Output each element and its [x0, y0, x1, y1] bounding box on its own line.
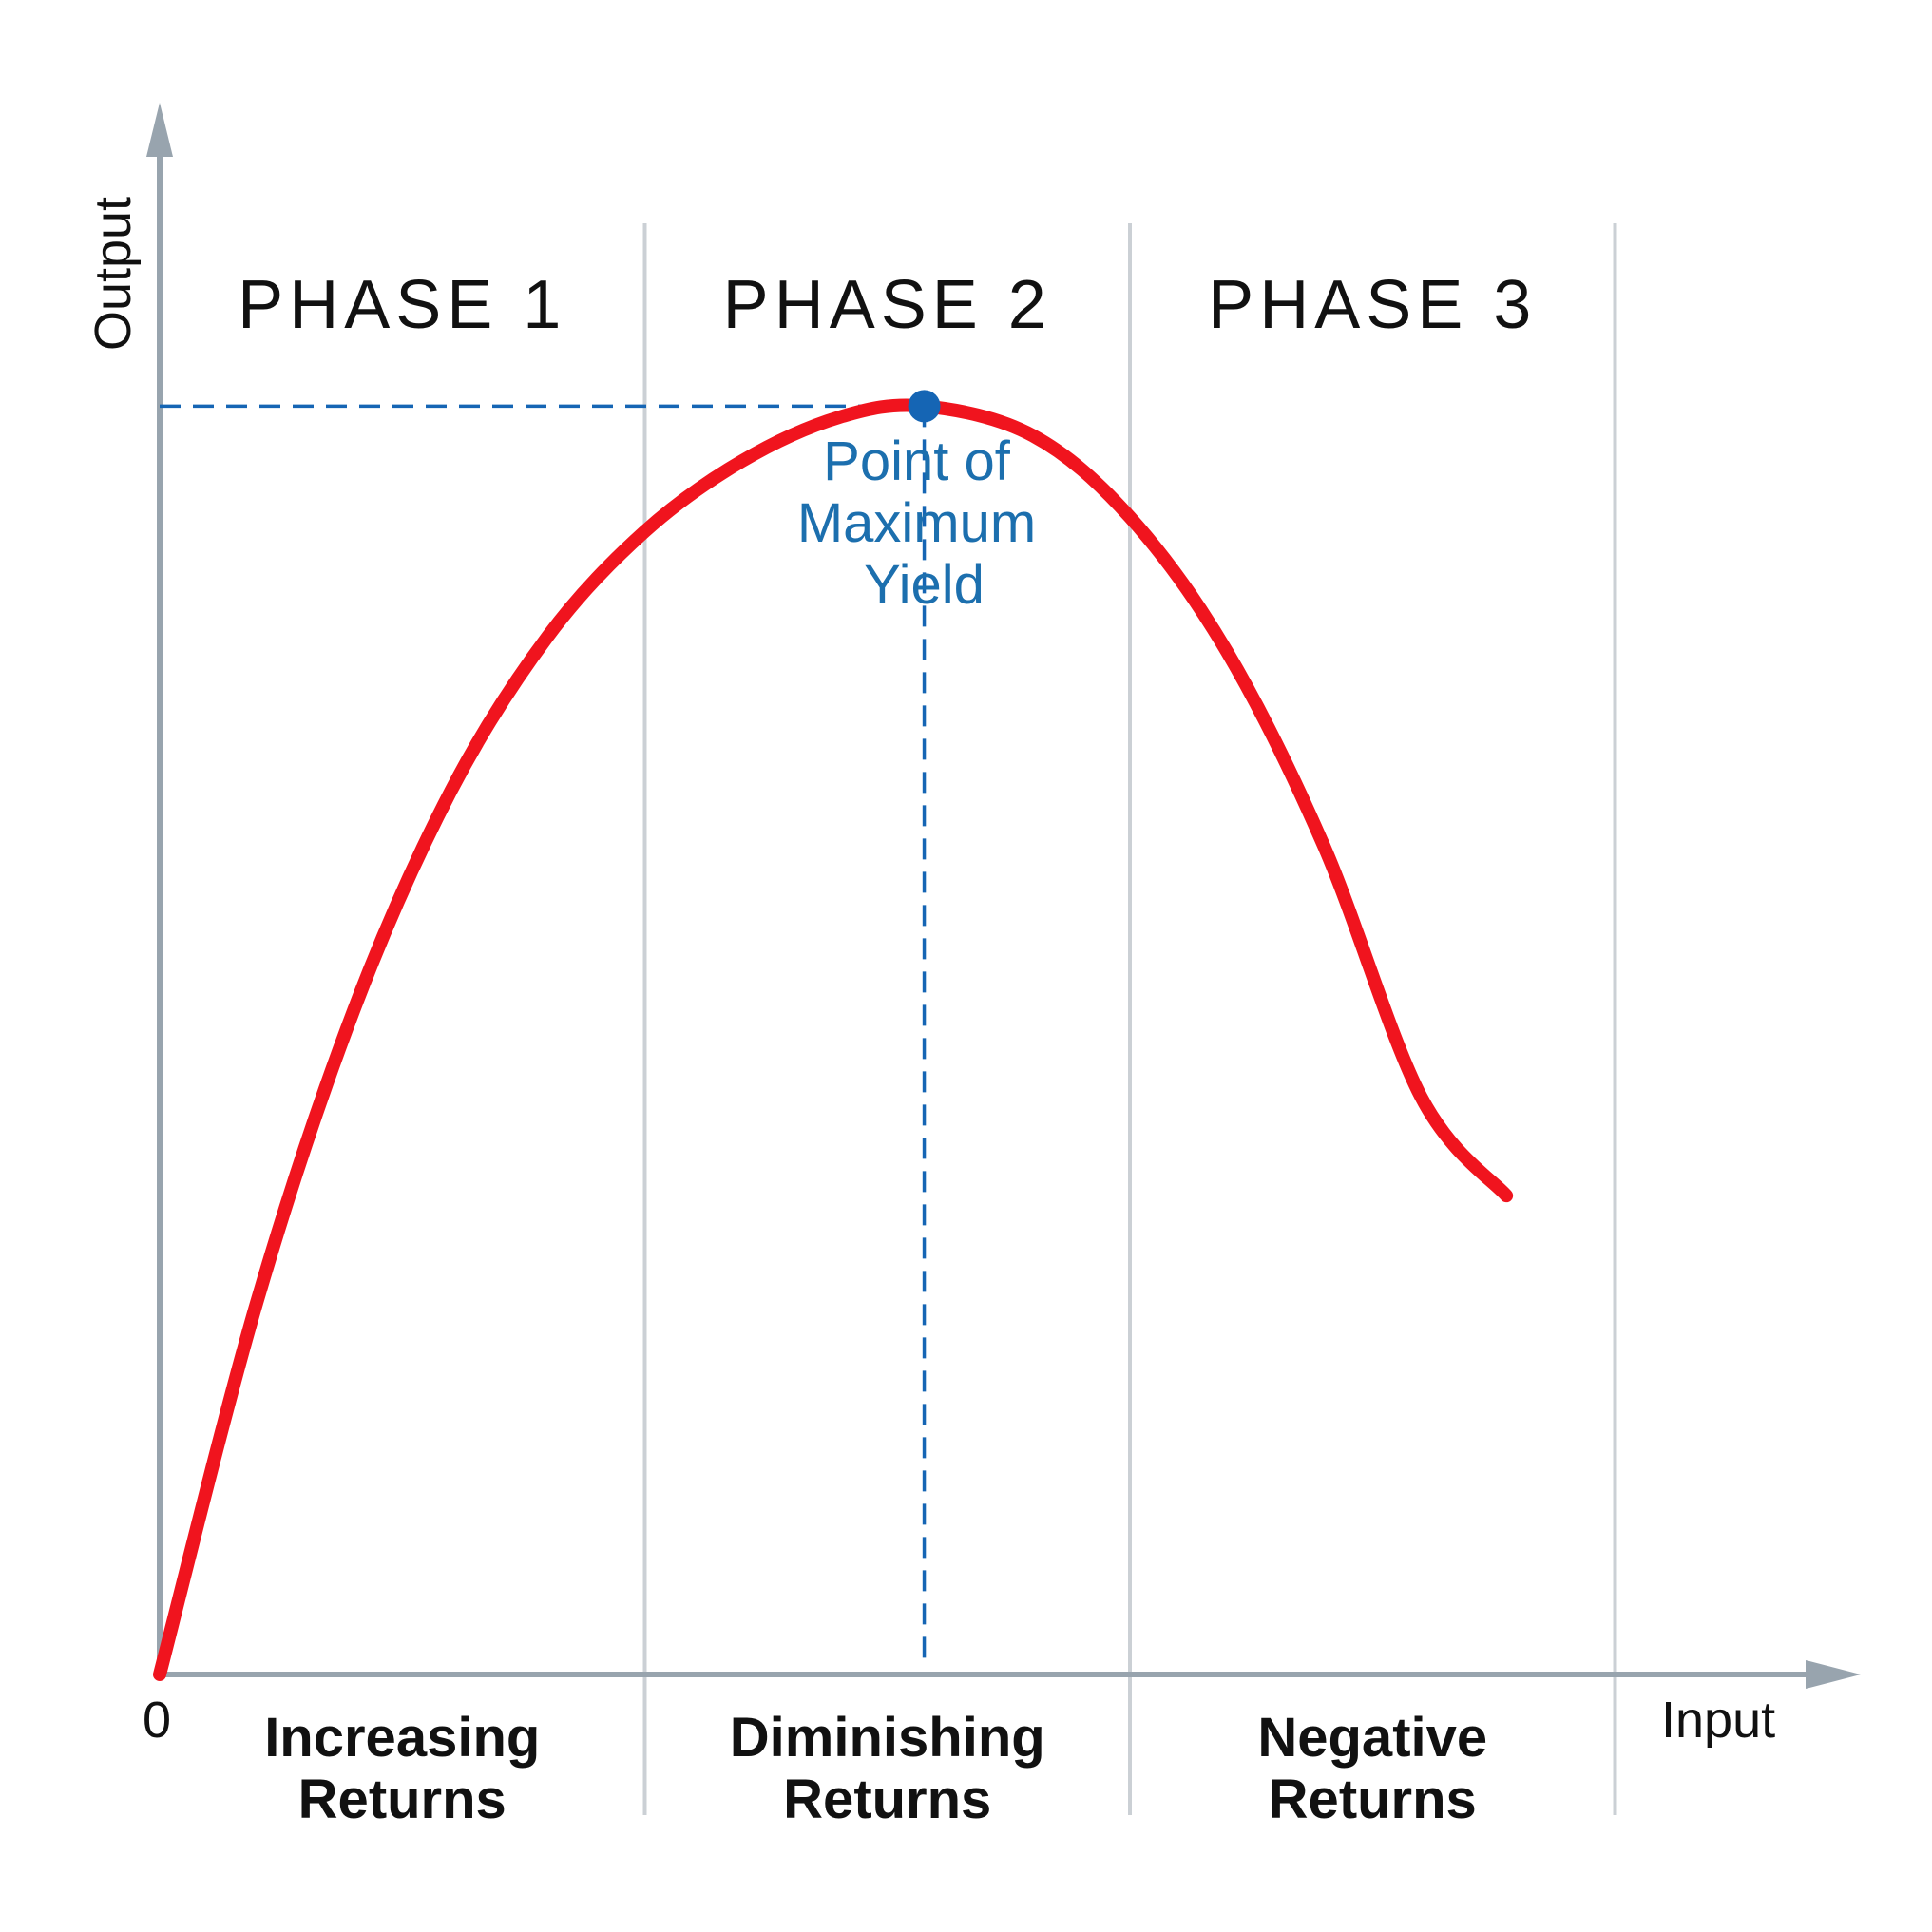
output-curve: [153, 398, 1514, 1681]
axes: [146, 103, 1861, 1689]
x-axis-label: Input: [1661, 1692, 1775, 1749]
annotation-line: Maximum: [797, 492, 1036, 554]
region-label: Diminishing Returns: [730, 1707, 1045, 1830]
region-label-line: Diminishing: [730, 1707, 1045, 1769]
annotation-line: Point of: [823, 430, 1011, 492]
region-label-line: Returns: [298, 1769, 507, 1830]
region-label-line: Negative: [1257, 1707, 1487, 1769]
y-axis-arrowhead: [146, 103, 173, 157]
max-yield-point: [908, 390, 941, 423]
region-label: Increasing Returns: [264, 1707, 540, 1830]
annotation-line: Yield: [864, 554, 985, 616]
y-axis-label: Output: [85, 197, 142, 351]
region-label-line: Increasing: [264, 1707, 540, 1769]
region-label-line: Returns: [783, 1769, 991, 1830]
max-yield-annotation: Point of Maximum Yield: [797, 430, 1051, 616]
phase-label: PHASE 1: [238, 267, 566, 343]
x-axis-arrowhead: [1806, 1660, 1861, 1689]
region-label: Negative Returns: [1257, 1707, 1487, 1830]
phase-dividers: [642, 223, 1617, 1815]
phase-label: PHASE 2: [723, 267, 1052, 343]
phase-labels: PHASE 1 PHASE 2 PHASE 3: [238, 267, 1537, 343]
phase-label: PHASE 3: [1208, 267, 1537, 343]
region-label-line: Returns: [1269, 1769, 1477, 1830]
max-yield-guides: [160, 404, 927, 1658]
origin-label: 0: [143, 1692, 171, 1749]
